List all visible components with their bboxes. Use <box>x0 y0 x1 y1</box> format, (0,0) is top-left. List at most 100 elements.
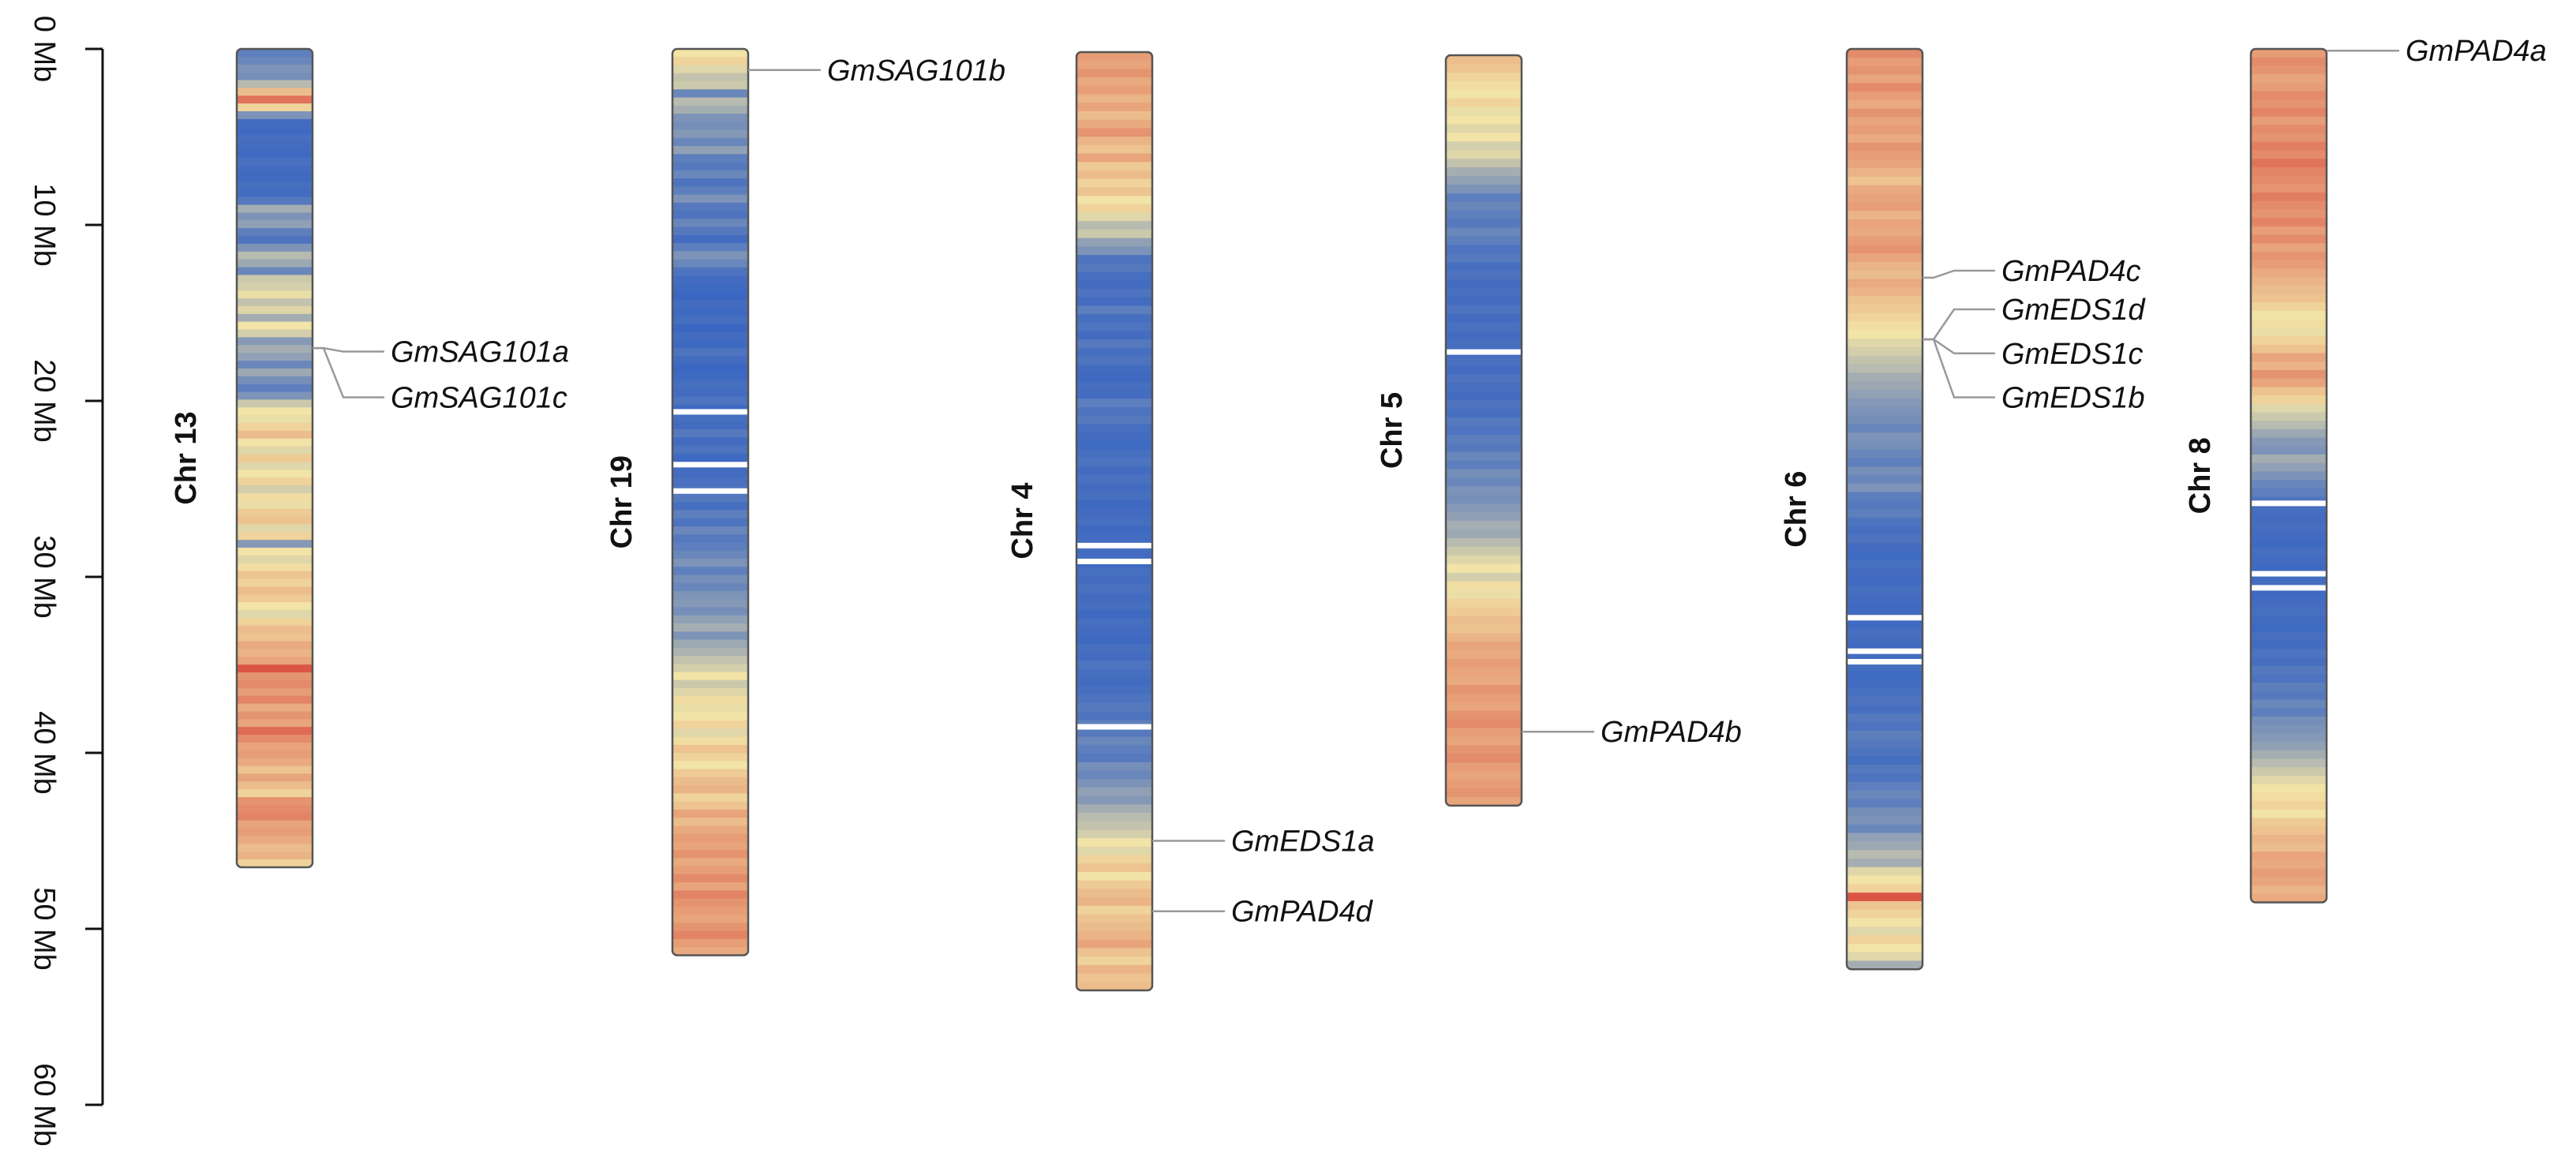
density-band <box>672 226 748 236</box>
density-band <box>2251 818 2327 827</box>
density-band <box>1847 696 1923 706</box>
density-band <box>237 594 313 603</box>
density-band <box>1446 745 1522 754</box>
density-band <box>237 610 313 619</box>
density-band <box>672 388 748 398</box>
density-band <box>1446 89 1522 99</box>
density-band <box>1847 866 1923 877</box>
density-band <box>1076 347 1152 357</box>
density-band <box>1076 196 1152 205</box>
density-band <box>237 477 313 486</box>
density-band <box>2251 801 2327 810</box>
density-band <box>237 727 313 735</box>
chromosome-chr-6: Chr 6 <box>1780 47 1924 971</box>
y-tick-label: 0 Mb <box>28 16 61 82</box>
density-band <box>1446 650 1522 660</box>
density-band <box>672 105 748 114</box>
density-band <box>1076 415 1152 425</box>
density-band <box>672 728 748 738</box>
density-band <box>672 874 748 883</box>
density-band <box>2251 302 2327 312</box>
density-band <box>672 170 748 179</box>
chromosome-outline <box>1075 51 1154 992</box>
gene-gmeds1a: GmEDS1a <box>1152 825 1375 859</box>
density-band <box>237 283 313 291</box>
density-band <box>237 735 313 743</box>
density-band <box>1446 754 1522 763</box>
density-band <box>237 313 313 323</box>
density-band <box>1076 204 1152 214</box>
density-band <box>237 80 313 88</box>
density-band <box>1446 512 1522 522</box>
density-band <box>1847 534 1923 544</box>
density-band <box>672 396 748 406</box>
density-band <box>237 220 313 229</box>
density-band <box>1076 728 1152 738</box>
gene-gmpad4d: GmPAD4d <box>1152 896 1374 929</box>
gene-gmeds1c: GmEDS1c <box>1923 338 2143 371</box>
density-band <box>1446 425 1522 436</box>
density-band <box>1076 779 1152 788</box>
density-band <box>2251 750 2327 760</box>
density-band <box>237 555 313 564</box>
density-band <box>1076 85 1152 95</box>
density-band <box>1076 322 1152 332</box>
gene-gmsag101c: GmSAG101c <box>313 346 567 415</box>
density-band <box>1076 449 1152 458</box>
density-band <box>237 368 313 377</box>
density-band <box>1446 736 1522 746</box>
density-band <box>1076 381 1152 391</box>
density-band <box>1446 771 1522 780</box>
density-band <box>1847 355 1923 365</box>
density-band <box>1847 679 1923 689</box>
density-band <box>237 500 313 510</box>
density-band <box>2251 209 2327 219</box>
density-band <box>672 493 748 503</box>
density-band <box>672 251 748 260</box>
density-band <box>2251 834 2327 844</box>
gene-gmsag101b: GmSAG101b <box>748 54 1005 88</box>
density-band <box>237 828 313 837</box>
density-band <box>672 938 748 948</box>
density-band <box>672 340 748 349</box>
density-band <box>2251 649 2327 658</box>
density-band <box>1076 551 1152 560</box>
gene-label: GmSAG101b <box>827 54 1005 88</box>
density-band <box>237 298 313 307</box>
density-band <box>237 641 313 650</box>
density-band <box>2251 598 2327 608</box>
density-band <box>237 158 313 167</box>
density-band <box>1847 568 1923 578</box>
density-band <box>237 859 313 867</box>
density-band <box>1847 424 1923 433</box>
density-band <box>1076 255 1152 264</box>
density-band <box>1076 661 1152 670</box>
density-band <box>237 750 313 759</box>
density-band <box>1847 381 1923 391</box>
leader-line <box>313 346 384 399</box>
density-band <box>237 142 313 151</box>
density-band <box>672 720 748 729</box>
density-band <box>2251 742 2327 751</box>
density-band <box>237 415 313 424</box>
density-band <box>1847 99 1923 110</box>
density-band <box>1847 432 1923 442</box>
density-band <box>2251 784 2327 793</box>
chromosome-label: Chr 4 <box>1006 482 1039 559</box>
gene-label: GmSAG101a <box>391 336 569 369</box>
density-band <box>1847 918 1923 927</box>
density-band <box>2251 843 2327 852</box>
density-band <box>672 623 748 632</box>
density-band <box>2251 234 2327 244</box>
density-band <box>1076 872 1152 881</box>
density-band <box>237 56 313 65</box>
density-band <box>1847 151 1923 160</box>
density-band <box>237 228 313 237</box>
density-band <box>237 118 313 128</box>
density-band <box>1446 374 1522 384</box>
density-band <box>2251 421 2327 430</box>
density-band <box>1847 858 1923 868</box>
density-band <box>2251 403 2327 414</box>
density-band <box>1076 838 1152 848</box>
